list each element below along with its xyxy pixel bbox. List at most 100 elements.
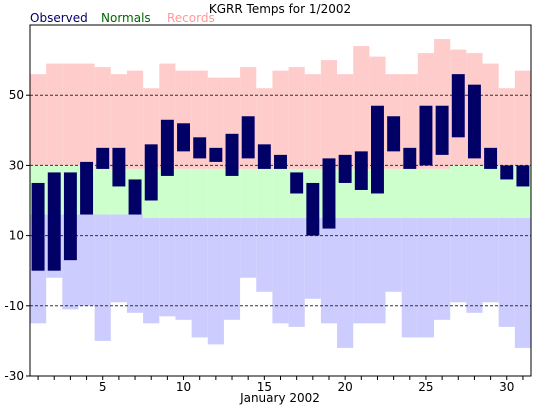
record-low-band	[126, 214, 144, 313]
record-low-band	[385, 218, 402, 292]
y-tick-label: -10	[4, 299, 24, 313]
record-low-band	[337, 218, 354, 348]
record-low-band	[223, 218, 241, 320]
observed-bar	[112, 147, 126, 187]
observed-bar	[387, 116, 401, 152]
record-low-band	[434, 218, 451, 320]
record-high-band	[126, 70, 144, 169]
record-high-band	[30, 74, 47, 166]
record-low-band	[207, 218, 224, 345]
x-tick-label: 10	[176, 380, 191, 394]
record-low-band	[498, 218, 515, 327]
record-low-band	[240, 218, 257, 278]
record-high-band	[62, 63, 79, 166]
record-high-band	[482, 63, 499, 166]
observed-bar	[516, 165, 530, 187]
observed-bar	[354, 151, 368, 190]
record-high-band	[320, 60, 338, 169]
observed-bar	[500, 165, 514, 180]
y-tick-label: -30	[4, 369, 24, 383]
observed-bar	[96, 147, 110, 169]
observed-bar	[80, 161, 94, 215]
observed-bar	[177, 123, 190, 152]
normal-band	[207, 168, 224, 219]
record-low-band	[191, 218, 208, 338]
observed-bar	[209, 147, 223, 162]
observed-bar	[193, 137, 207, 159]
record-low-band	[94, 214, 111, 341]
record-high-band	[94, 67, 111, 169]
record-high-band	[514, 70, 531, 166]
normal-band	[175, 168, 192, 219]
normal-band	[223, 168, 241, 219]
record-high-band	[207, 77, 224, 169]
normal-band	[482, 165, 499, 219]
normal-band	[466, 165, 483, 219]
record-high-band	[110, 74, 127, 169]
record-high-band	[175, 70, 192, 169]
x-tick-label: 5	[99, 380, 107, 394]
record-low-band	[256, 218, 273, 292]
record-low-band	[143, 218, 160, 324]
observed-bar	[467, 84, 481, 159]
record-low-band	[353, 218, 370, 324]
observed-bar	[451, 74, 465, 138]
observed-bar	[290, 172, 304, 194]
chart-title: KGRR Temps for 1/2002	[209, 2, 351, 16]
observed-bar	[241, 116, 255, 159]
y-tick-label: 30	[9, 158, 24, 172]
record-high-band	[78, 63, 95, 166]
y-tick-label: 10	[9, 229, 24, 243]
observed-bar	[257, 144, 271, 169]
x-tick-label: 20	[338, 380, 353, 394]
legend-records: Records	[167, 11, 215, 25]
observed-bar	[484, 147, 498, 169]
observed-bar	[47, 172, 61, 271]
observed-bar	[322, 158, 336, 229]
normal-band	[434, 168, 451, 219]
record-low-band	[78, 214, 95, 306]
normal-band	[401, 168, 418, 219]
observed-bar	[371, 105, 384, 194]
record-low-band	[320, 218, 338, 324]
observed-bar	[419, 105, 433, 166]
normal-band	[256, 168, 273, 219]
record-low-band	[401, 218, 418, 338]
record-high-band	[337, 74, 354, 169]
observed-bar	[403, 147, 417, 169]
record-low-band	[288, 218, 305, 327]
record-low-band	[159, 218, 176, 317]
normal-band	[272, 168, 289, 219]
record-low-band	[482, 218, 499, 303]
record-high-band	[401, 74, 418, 169]
x-tick-label: 15	[257, 380, 272, 394]
x-axis-label: January 2002	[239, 391, 320, 405]
normal-band	[94, 168, 111, 215]
normal-band	[385, 168, 402, 219]
record-low-band	[110, 214, 127, 303]
observed-bar	[144, 144, 158, 201]
record-low-band	[369, 218, 386, 324]
x-tick-label: 30	[499, 380, 514, 394]
observed-bar	[338, 154, 352, 183]
record-high-band	[46, 63, 63, 166]
record-low-band	[304, 218, 321, 299]
normal-band	[240, 168, 257, 219]
observed-bar	[225, 133, 239, 176]
record-high-band	[498, 88, 515, 166]
record-high-band	[304, 74, 321, 169]
normal-band	[191, 168, 208, 219]
y-tick-label: 50	[9, 88, 24, 102]
observed-bar	[306, 182, 320, 236]
observed-bar	[63, 172, 77, 261]
record-low-band	[450, 218, 467, 303]
record-low-band	[466, 218, 483, 313]
record-high-band	[353, 46, 370, 169]
plot-area: -30 -10 10 30 50 5 10 15 20 25 30	[4, 24, 532, 394]
record-high-band	[272, 70, 289, 169]
record-low-band	[417, 218, 435, 338]
observed-bar	[31, 182, 45, 271]
legend-normals: Normals	[101, 11, 151, 25]
record-low-band	[175, 218, 192, 320]
